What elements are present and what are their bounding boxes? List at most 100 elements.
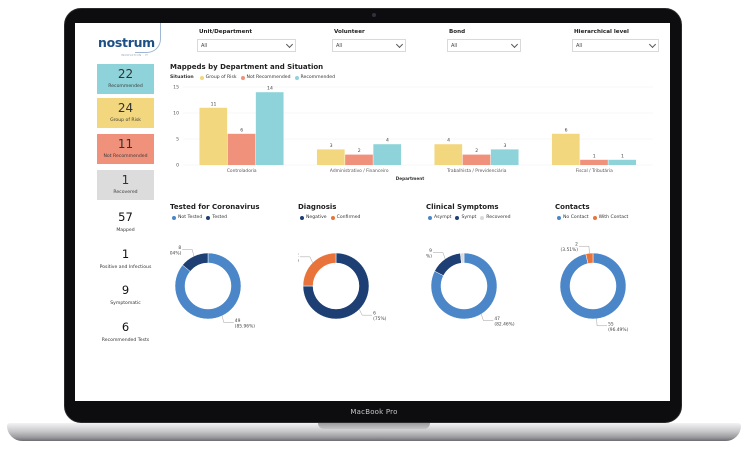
chevron-down-icon (510, 40, 519, 49)
legend-dot-no-contact (557, 215, 561, 220)
kpi-recommended[interactable]: 22 Recommended (97, 64, 154, 94)
bar-group-of-risk (199, 107, 228, 165)
legend-dot-sympt (455, 215, 460, 220)
donut-symptoms-chart: 47(82.46%) 9(15.79%) (426, 248, 515, 328)
filter-unit-dropdown[interactable]: All (197, 39, 296, 52)
legend-item-sympt[interactable]: Sympt (461, 215, 477, 220)
y-tick-label: 10 (173, 111, 179, 117)
donut-data-label-pct: (85.96%) (235, 323, 255, 329)
brand-logo: nostrum (98, 35, 155, 50)
donut-data-label: 2 (575, 242, 578, 248)
donut-data-label: 6 (373, 311, 376, 317)
bar-data-label: 6 (565, 127, 568, 133)
leader-line (221, 315, 224, 323)
kpi-recovered[interactable]: 1 Recovered (97, 170, 154, 200)
donut-slice-asympt (430, 252, 498, 320)
kpi-recommended-value: 22 (117, 67, 134, 81)
filter-label-bond: Bond (449, 29, 466, 35)
legend-dot-asympt (428, 215, 432, 220)
donut-diagnosis-title: Diagnosis (298, 203, 337, 211)
legend-item-no-contact[interactable]: No Contact (563, 215, 589, 220)
kpi-not-recommended-value: 11 (117, 137, 134, 151)
legend-dot-with-contact (592, 215, 597, 220)
bar-data-label: 4 (386, 138, 389, 144)
donut-diagnosis-legend: Negative Confirmed (298, 215, 360, 220)
legend-dot-recovered (480, 215, 485, 220)
donut-data-label: 8 (178, 245, 181, 251)
bar-data-label: 4 (447, 138, 450, 144)
x-axis-title: Department (396, 176, 424, 181)
chevron-down-icon (648, 40, 657, 49)
donut-slice-no-contact (559, 252, 627, 320)
donut-slice-negative (302, 252, 370, 320)
donut-slice-confirmed (302, 252, 337, 287)
bar-recommended (255, 92, 284, 165)
legend-item-with-contact[interactable]: With Contact (598, 215, 629, 220)
x-tick-label: Fiscal / Tributária (576, 167, 613, 174)
kpi-positive-value: 1 (121, 247, 130, 261)
kpi-not-recommended[interactable]: 11 Not Recommended (97, 134, 154, 164)
legend-item-group-of-risk[interactable]: Group of Risk (205, 75, 237, 80)
kpi-mapped-label: Mapped (116, 228, 135, 233)
kpi-recovered-label: Recovered (113, 190, 138, 195)
legend-item-tested[interactable]: Tested (212, 215, 228, 220)
bar-data-label: 14 (267, 86, 273, 92)
donut-data-label-pct: (15.79%) (426, 254, 432, 260)
legend-dot-confirmed (330, 215, 335, 220)
filter-label-volunteer: Volunteer (334, 29, 365, 35)
filter-volunteer-dropdown[interactable]: All (332, 39, 406, 52)
x-tick-label: Administrativo / Financeiro (330, 168, 389, 174)
bar-recommended (608, 159, 637, 165)
legend-dot-negative (300, 215, 304, 220)
legend-item-negative[interactable]: Negative (306, 215, 327, 220)
donut-data-label: 9 (429, 248, 432, 254)
filter-bond-value: All (451, 43, 458, 49)
donut-slice-with-contact (585, 252, 594, 264)
x-tick-label: Controladoria (227, 168, 257, 174)
bar-data-label: 6 (240, 127, 243, 133)
donut-data-label-pct: (25%) (298, 258, 299, 264)
donut-tested-legend: Not Tested Tested (170, 215, 227, 220)
filter-unit-value: All (201, 43, 208, 49)
y-tick-label: 5 (176, 137, 179, 143)
legend-dot-group-of-risk (199, 75, 204, 80)
laptop-notch (318, 423, 430, 429)
bar-data-label: 1 (621, 153, 624, 159)
kpi-recommended-tests-label: Recommended Tests (101, 338, 150, 343)
filter-bond-dropdown[interactable]: All (447, 39, 521, 52)
bar-chart: 05101511614Controladoria324Administrativ… (173, 85, 653, 181)
bar-legend-title: Situation (170, 75, 194, 80)
donut-slice-sympt (434, 252, 462, 276)
x-tick-label: Trabalhista / Previdenciária (446, 167, 507, 174)
bar-data-label: 11 (211, 101, 217, 107)
legend-item-confirmed[interactable]: Confirmed (336, 215, 361, 220)
legend-item-not-tested[interactable]: Not Tested (178, 215, 203, 220)
bar-chart-legend: Situation Group of Risk Not Recommended … (170, 75, 335, 80)
leader-line (442, 252, 446, 259)
donut-tested-title: Tested for Coronavirus (170, 203, 260, 211)
donut-data-label: 55 (608, 321, 614, 327)
kpi-group-of-risk-label: Group of Risk (110, 118, 141, 123)
legend-dot-recommended (294, 75, 299, 80)
leader-line (309, 256, 313, 263)
bar-not-recommended (227, 133, 256, 165)
donut-slice-tested (182, 252, 209, 272)
bar-not-recommended (580, 159, 608, 165)
chevron-down-icon (395, 40, 404, 49)
dashboard-screen: nostrum INNOVATION · IT Unit/Department … (75, 23, 670, 401)
legend-item-asympt[interactable]: Asympt (434, 215, 452, 220)
filter-hierarchical-dropdown[interactable]: All (572, 39, 659, 52)
bar-data-label: 1 (593, 153, 596, 159)
donut-data-label-pct: (82.46%) (494, 322, 514, 328)
donut-contacts-chart: 55(96.49%) 2(3.51%) (559, 242, 629, 333)
donut-data-label-pct: (14.04%) (170, 251, 181, 257)
legend-item-recovered[interactable]: Recovered (486, 215, 511, 220)
donut-data-label-pct: (3.51%) (561, 247, 579, 253)
legend-item-recommended[interactable]: Recommended (300, 75, 336, 80)
bar-group-of-risk (434, 144, 463, 165)
legend-item-not-recommended[interactable]: Not Recommended (246, 75, 291, 80)
donut-data-label: 47 (494, 316, 500, 322)
kpi-recommended-tests-value: 6 (121, 320, 130, 334)
device-label: MacBook Pro (350, 408, 398, 416)
kpi-group-of-risk[interactable]: 24 Group of Risk (97, 98, 154, 128)
